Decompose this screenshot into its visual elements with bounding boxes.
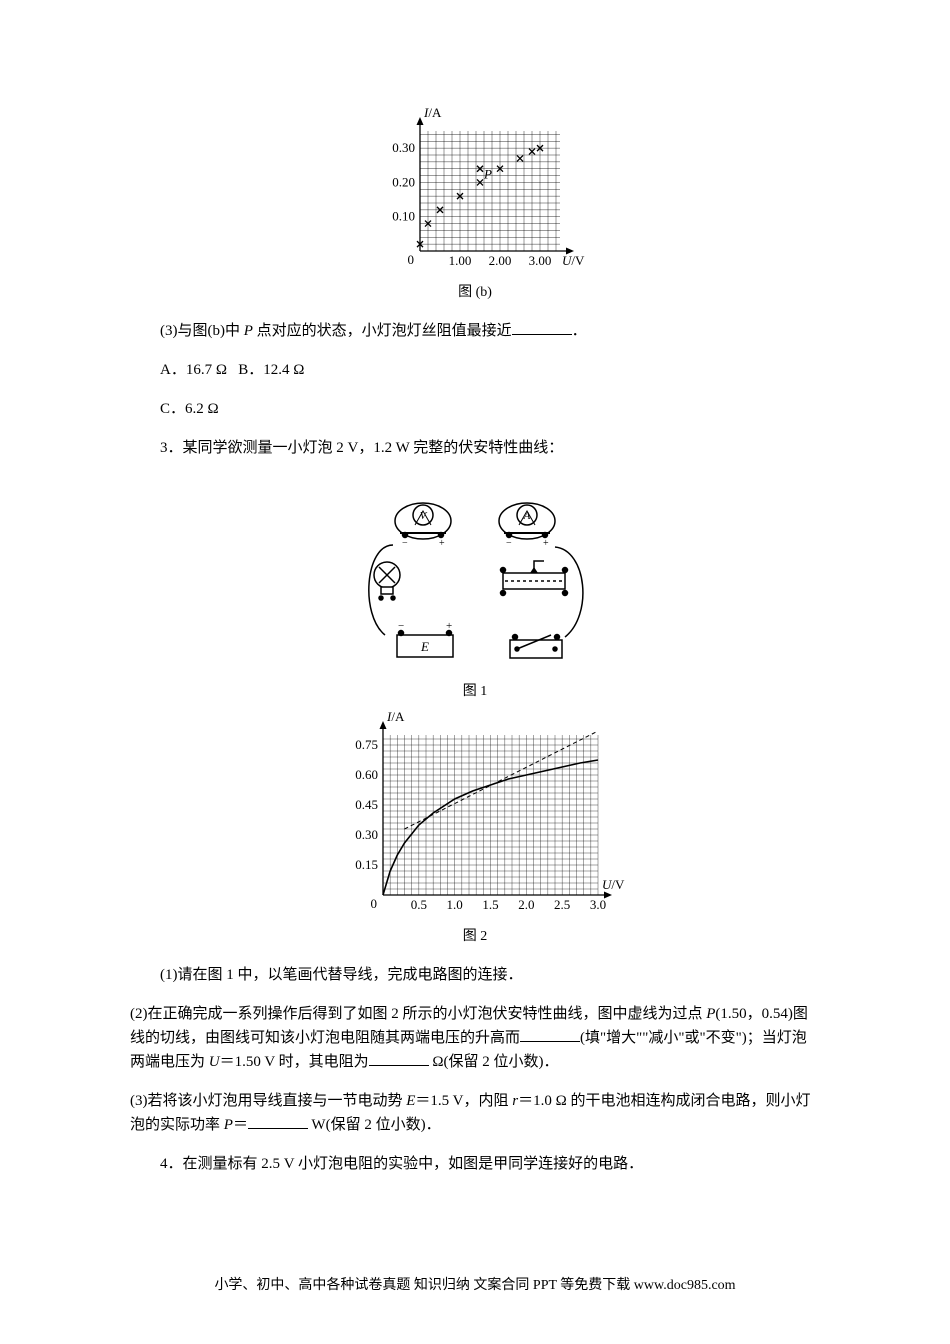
svg-text:0.45: 0.45	[355, 797, 378, 812]
figure-2-caption: 图 2	[130, 926, 820, 948]
svg-text:U/V: U/V	[562, 253, 585, 268]
question-3-part3: (3)与图(b)中 P 点对应的状态，小灯泡灯丝阻值最接近．	[130, 319, 820, 343]
svg-text:1.5: 1.5	[482, 897, 498, 912]
svg-text:−: −	[506, 538, 512, 549]
svg-text:2.0: 2.0	[518, 897, 534, 912]
svg-text:I/A: I/A	[386, 710, 405, 724]
figure-2-chart: 0.15 0.30 0.45 0.60 0.75 0.5 1.0 1.5 2.0 2.5 3.0 0 I…	[325, 710, 625, 920]
problem-3-intro: 3．某同学欲测量一小灯泡 2 V，1.2 W 完整的伏安特性曲线：	[130, 436, 820, 460]
svg-text:U/V: U/V	[602, 877, 625, 892]
svg-text:0.10: 0.10	[392, 209, 415, 224]
svg-text:0: 0	[371, 896, 378, 911]
svg-text:3.0: 3.0	[590, 897, 606, 912]
svg-text:0.5: 0.5	[411, 897, 427, 912]
problem-3-q3: (3)若将该小灯泡用导线直接与一节电动势 E＝1.5 V，内阻 r＝1.0 Ω …	[130, 1089, 820, 1137]
svg-text:−: −	[402, 538, 408, 549]
svg-text:1.0: 1.0	[447, 897, 463, 912]
option-b: B．12.4 Ω	[238, 362, 304, 378]
svg-text:0.20: 0.20	[392, 174, 415, 189]
figure-b-chart: 0.10 0.20 0.30 1.00 2.00 3.00 0 I/A U/V P	[365, 106, 585, 276]
svg-text:0.15: 0.15	[355, 857, 378, 872]
svg-text:2.5: 2.5	[554, 897, 570, 912]
svg-text:0.60: 0.60	[355, 767, 378, 782]
svg-text:−: −	[398, 620, 404, 632]
svg-text:+: +	[439, 538, 445, 549]
svg-text:3.00: 3.00	[529, 253, 552, 268]
problem-3-q1: (1)请在图 1 中，以笔画代替导线，完成电路图的连接．	[130, 963, 820, 987]
option-a: A．16.7 Ω	[160, 362, 227, 378]
svg-text:I/A: I/A	[423, 106, 442, 120]
option-line-c: C．6.2 Ω	[130, 397, 820, 421]
svg-text:P: P	[483, 167, 492, 182]
svg-text:0.75: 0.75	[355, 737, 378, 752]
figure-1-circuit: V − + A − + E − +	[345, 475, 605, 675]
page-footer: 小学、初中、高中各种试卷真题 知识归纳 文案合同 PPT 等免费下载 www.d…	[130, 1274, 820, 1294]
svg-text:0.30: 0.30	[392, 140, 415, 155]
svg-text:0.30: 0.30	[355, 827, 378, 842]
figure-1-caption: 图 1	[130, 681, 820, 703]
svg-text:+: +	[446, 620, 452, 632]
problem-4: 4．在测量标有 2.5 V 小灯泡电阻的实验中，如图是甲同学连接好的电路．	[130, 1152, 820, 1176]
svg-text:E: E	[420, 639, 429, 654]
figure-b-caption: 图 (b)	[130, 282, 820, 304]
svg-text:0: 0	[408, 252, 415, 267]
svg-text:1.00: 1.00	[449, 253, 472, 268]
main-content: 0.100.200.301.002.003.000I/AU/VP 图 (b) (…	[130, 106, 820, 1176]
option-c: C．6.2 Ω	[160, 401, 219, 417]
svg-text:+: +	[543, 538, 549, 549]
problem-3-q2: (2)在正确完成一系列操作后得到了如图 2 所示的小灯泡伏安特性曲线，图中虚线为…	[130, 1002, 820, 1074]
svg-text:2.00: 2.00	[489, 253, 512, 268]
option-line-ab: A．16.7 Ω B．12.4 Ω	[130, 358, 820, 382]
